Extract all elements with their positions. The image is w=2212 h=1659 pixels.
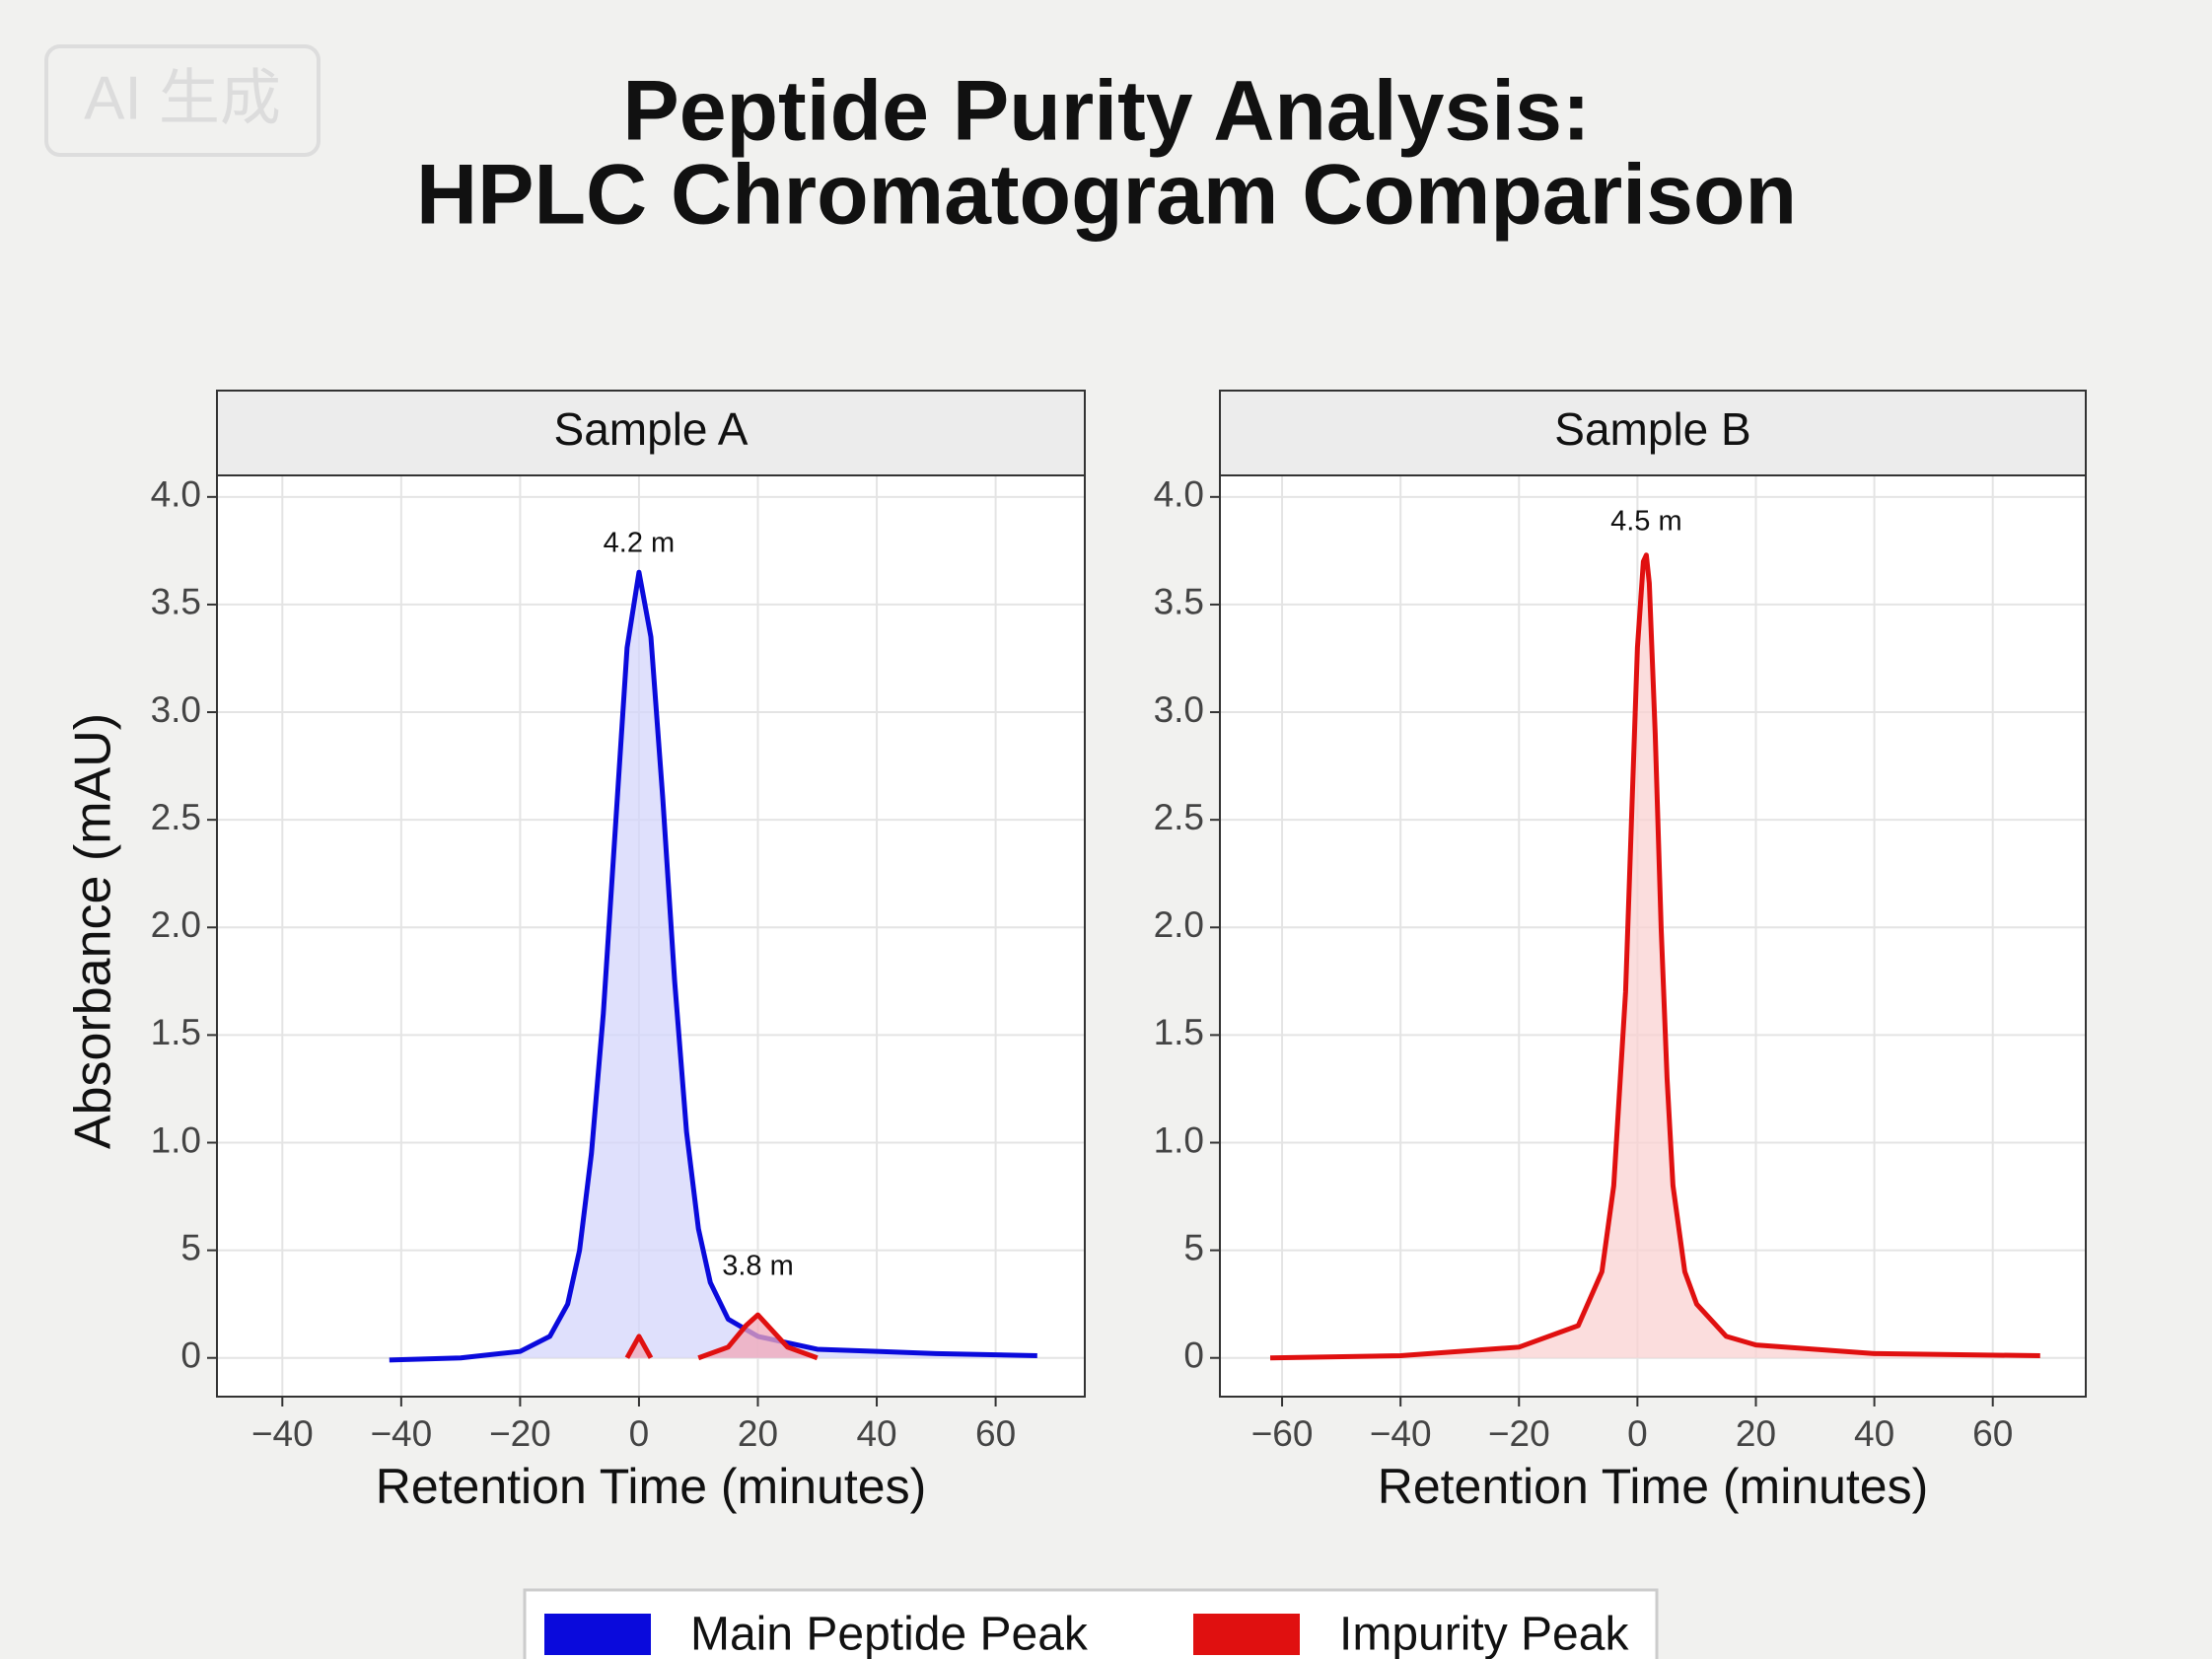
y-tick-label: 3.0 [1154, 689, 1204, 730]
y-tick-label: 1.5 [151, 1012, 201, 1052]
y-tick-label: 0 [180, 1335, 201, 1376]
x-tick-label: 0 [1627, 1413, 1648, 1454]
y-tick-label: 2.5 [151, 797, 201, 837]
y-tick-label: 4.0 [151, 474, 201, 515]
x-tick-label: 20 [1736, 1413, 1776, 1454]
x-tick-label: −20 [1488, 1413, 1550, 1454]
x-tick-label: 20 [738, 1413, 778, 1454]
x-tick-label: −40 [370, 1413, 432, 1454]
x-tick-label: 40 [856, 1413, 896, 1454]
legend-swatch [1193, 1614, 1300, 1655]
strip [1219, 390, 2087, 476]
panel-border [216, 474, 1086, 1398]
area [698, 1315, 818, 1358]
y-tick-label: 3.5 [151, 582, 201, 622]
legend [523, 1588, 1659, 1659]
strip-label: Sample B [1554, 403, 1750, 455]
x-tick-label: 40 [1854, 1413, 1894, 1454]
y-tick-label: 5 [1183, 1227, 1204, 1267]
strip [216, 390, 1086, 476]
legend-label: Main Peptide Peak [690, 1609, 1089, 1659]
y-tick-label: 2.5 [1154, 797, 1204, 837]
y-tick-label: 1.0 [151, 1119, 201, 1160]
x-tick-label: 60 [1972, 1413, 2013, 1454]
y-tick-label: 2.0 [1154, 904, 1204, 945]
x-tick-label: −40 [1370, 1413, 1432, 1454]
line [697, 1312, 819, 1361]
chart-title: HPLC Chromatogram Comparison [416, 148, 1797, 243]
annotation: 4.5 m [1610, 506, 1682, 538]
line [624, 1334, 654, 1359]
panel-border [1219, 474, 2087, 1398]
legend-swatch [544, 1614, 651, 1655]
strip-label: Sample A [554, 403, 749, 455]
x-tick-label: 0 [629, 1413, 650, 1454]
watermark: AI 生成 [84, 64, 281, 132]
area [626, 1335, 651, 1358]
area [1270, 554, 2040, 1358]
line [1270, 552, 2040, 1361]
y-tick-label: 5 [180, 1227, 201, 1267]
chart-title: Peptide Purity Analysis: [622, 64, 1590, 159]
annotation: 3.8 m [722, 1251, 794, 1282]
x-tick-label: −20 [489, 1413, 551, 1454]
y-tick-label: 1.0 [1154, 1119, 1204, 1160]
x-tick-label: −60 [1251, 1413, 1314, 1454]
y-tick-label: 0 [1183, 1335, 1204, 1376]
y-axis-label: Absorbance (mAU) [65, 713, 122, 1149]
x-tick-label: −40 [251, 1413, 314, 1454]
y-tick-label: 3.5 [1154, 582, 1204, 622]
y-tick-label: 2.0 [151, 904, 201, 945]
watermark-box [44, 44, 321, 157]
y-tick-label: 3.0 [151, 689, 201, 730]
y-tick-label: 1.5 [1154, 1012, 1204, 1052]
annotation: 4.2 m [604, 527, 676, 558]
x-axis-label: Retention Time (minutes) [1378, 1459, 1929, 1514]
x-axis-label: Retention Time (minutes) [376, 1459, 927, 1514]
legend-label: Impurity Peak [1339, 1609, 1629, 1659]
y-tick-label: 4.0 [1154, 474, 1204, 515]
x-tick-label: 60 [975, 1413, 1016, 1454]
